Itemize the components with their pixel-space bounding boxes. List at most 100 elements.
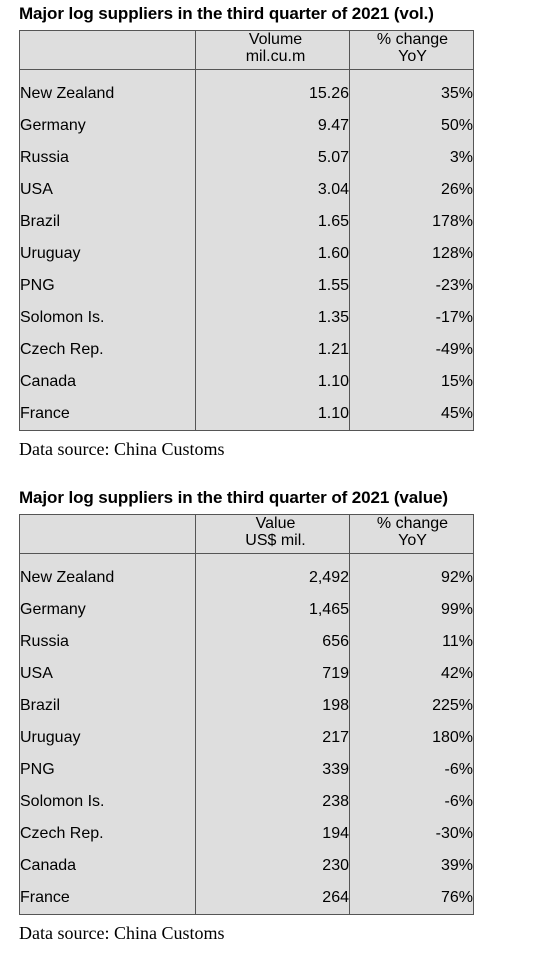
volume-table-title: Major log suppliers in the third quarter… bbox=[19, 4, 434, 23]
table-row: Uruguay 217 180% bbox=[19, 722, 474, 754]
change-cell: 50% bbox=[349, 110, 474, 142]
value-cell: 2,492 bbox=[195, 553, 350, 594]
country-cell: Germany bbox=[19, 594, 196, 626]
change-cell: 92% bbox=[349, 553, 474, 594]
country-cell: Uruguay bbox=[19, 238, 196, 270]
table-row: Solomon Is. 1.35 -17% bbox=[19, 302, 474, 334]
volume-cell: 1.21 bbox=[195, 334, 350, 366]
table-row: France 1.10 45% bbox=[19, 398, 474, 431]
table-row: Solomon Is. 238 -6% bbox=[19, 786, 474, 818]
value-cell: 264 bbox=[195, 882, 350, 915]
volume-cell: 1.10 bbox=[195, 366, 350, 398]
country-cell: France bbox=[19, 398, 196, 431]
country-cell: Czech Rep. bbox=[19, 334, 196, 366]
table-row: Russia 5.07 3% bbox=[19, 142, 474, 174]
value-table: Value US$ mil. % change YoY New Zealand 2… bbox=[19, 514, 474, 915]
table-row: Czech Rep. 1.21 -49% bbox=[19, 334, 474, 366]
country-cell: Canada bbox=[19, 366, 196, 398]
country-cell: Russia bbox=[19, 142, 196, 174]
table-row: Canada 230 39% bbox=[19, 850, 474, 882]
volume-header-change-line2: YoY bbox=[398, 48, 427, 65]
change-cell: -6% bbox=[349, 754, 474, 786]
volume-cell: 15.26 bbox=[195, 69, 350, 110]
table-row: Germany 9.47 50% bbox=[19, 110, 474, 142]
country-cell: Brazil bbox=[19, 206, 196, 238]
volume-table-header-row: Volume mil.cu.m % change YoY bbox=[19, 30, 474, 70]
country-cell: Czech Rep. bbox=[19, 818, 196, 850]
country-cell: USA bbox=[19, 174, 196, 206]
change-cell: 225% bbox=[349, 690, 474, 722]
volume-header-country bbox=[19, 30, 196, 70]
volume-header-value: Volume mil.cu.m bbox=[195, 30, 350, 70]
change-cell: -30% bbox=[349, 818, 474, 850]
volume-header-change-line1: % change bbox=[376, 31, 449, 48]
volume-table: Volume mil.cu.m % change YoY New Zealand… bbox=[19, 30, 474, 431]
table-row: New Zealand 2,492 92% bbox=[19, 553, 474, 594]
value-table-header-row: Value US$ mil. % change YoY bbox=[19, 514, 474, 554]
table-row: Brazil 198 225% bbox=[19, 690, 474, 722]
country-cell: Brazil bbox=[19, 690, 196, 722]
change-cell: 35% bbox=[349, 69, 474, 110]
change-cell: 39% bbox=[349, 850, 474, 882]
change-cell: 178% bbox=[349, 206, 474, 238]
value-cell: 198 bbox=[195, 690, 350, 722]
change-cell: 15% bbox=[349, 366, 474, 398]
value-header-change: % change YoY bbox=[349, 514, 474, 554]
value-cell: 217 bbox=[195, 722, 350, 754]
change-cell: 76% bbox=[349, 882, 474, 915]
country-cell: PNG bbox=[19, 270, 196, 302]
country-cell: Germany bbox=[19, 110, 196, 142]
value-header-value-line1: Value bbox=[255, 515, 296, 532]
country-cell: Solomon Is. bbox=[19, 302, 196, 334]
table-row: France 264 76% bbox=[19, 882, 474, 915]
change-cell: -49% bbox=[349, 334, 474, 366]
change-cell: -6% bbox=[349, 786, 474, 818]
change-cell: -17% bbox=[349, 302, 474, 334]
table-row: Czech Rep. 194 -30% bbox=[19, 818, 474, 850]
value-cell: 238 bbox=[195, 786, 350, 818]
value-cell: 656 bbox=[195, 626, 350, 658]
change-cell: 11% bbox=[349, 626, 474, 658]
value-table-title: Major log suppliers in the third quarter… bbox=[19, 488, 448, 507]
value-cell: 1,465 bbox=[195, 594, 350, 626]
change-cell: 26% bbox=[349, 174, 474, 206]
table-row: PNG 339 -6% bbox=[19, 754, 474, 786]
change-cell: -23% bbox=[349, 270, 474, 302]
country-cell: New Zealand bbox=[19, 553, 196, 594]
value-header-change-line1: % change bbox=[376, 515, 449, 532]
volume-cell: 1.65 bbox=[195, 206, 350, 238]
volume-header-value-line2: mil.cu.m bbox=[245, 48, 306, 65]
volume-header-change: % change YoY bbox=[349, 30, 474, 70]
value-data-source: Data source: China Customs bbox=[19, 923, 225, 943]
table-row: PNG 1.55 -23% bbox=[19, 270, 474, 302]
value-cell: 194 bbox=[195, 818, 350, 850]
country-cell: USA bbox=[19, 658, 196, 690]
table-row: Canada 1.10 15% bbox=[19, 366, 474, 398]
volume-cell: 9.47 bbox=[195, 110, 350, 142]
change-cell: 128% bbox=[349, 238, 474, 270]
country-cell: Canada bbox=[19, 850, 196, 882]
country-cell: Russia bbox=[19, 626, 196, 658]
value-header-value: Value US$ mil. bbox=[195, 514, 350, 554]
change-cell: 180% bbox=[349, 722, 474, 754]
volume-cell: 1.55 bbox=[195, 270, 350, 302]
table-row: USA 3.04 26% bbox=[19, 174, 474, 206]
volume-cell: 1.60 bbox=[195, 238, 350, 270]
volume-header-value-line1: Volume bbox=[248, 31, 303, 48]
change-cell: 45% bbox=[349, 398, 474, 431]
value-cell: 339 bbox=[195, 754, 350, 786]
value-header-value-line2: US$ mil. bbox=[245, 532, 306, 549]
value-header-change-line2: YoY bbox=[398, 532, 427, 549]
table-row: Uruguay 1.60 128% bbox=[19, 238, 474, 270]
country-cell: France bbox=[19, 882, 196, 915]
value-cell: 719 bbox=[195, 658, 350, 690]
table-row: Russia 656 11% bbox=[19, 626, 474, 658]
table-row: USA 719 42% bbox=[19, 658, 474, 690]
country-cell: Uruguay bbox=[19, 722, 196, 754]
table-row: Brazil 1.65 178% bbox=[19, 206, 474, 238]
country-cell: Solomon Is. bbox=[19, 786, 196, 818]
value-cell: 230 bbox=[195, 850, 350, 882]
table-row: New Zealand 15.26 35% bbox=[19, 69, 474, 110]
volume-cell: 5.07 bbox=[195, 142, 350, 174]
volume-data-source: Data source: China Customs bbox=[19, 439, 225, 459]
